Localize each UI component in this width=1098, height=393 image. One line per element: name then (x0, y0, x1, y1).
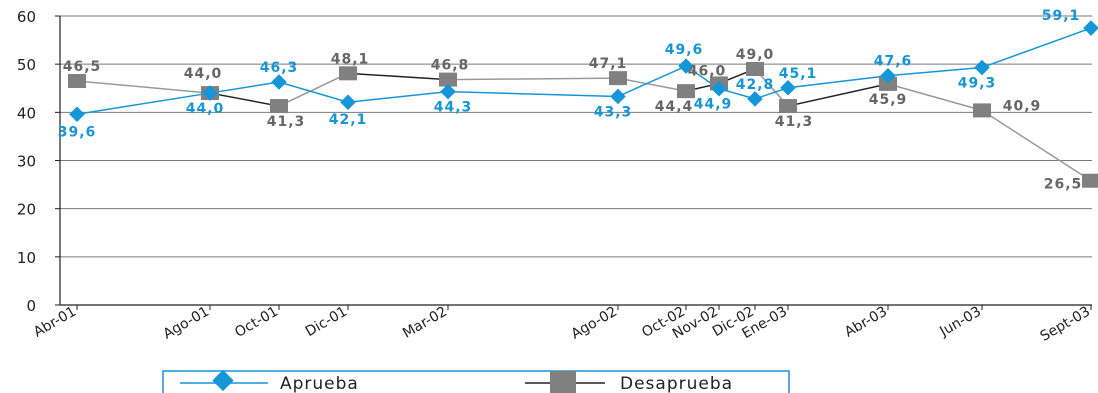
aprueba-data-label: 49,6 (665, 42, 704, 58)
desaprueba-data-label: 49,0 (736, 47, 775, 63)
aprueba-point (780, 79, 796, 96)
desaprueba-data-label: 41,3 (775, 114, 814, 130)
aprueba-data-label: 44,0 (186, 101, 225, 117)
desaprueba-data-label: 26,5 (1044, 177, 1083, 193)
desaprueba-data-label: 46,0 (688, 63, 727, 79)
aprueba-data-label: 47,6 (874, 54, 913, 70)
aprueba-data-label: 44,3 (434, 100, 473, 116)
aprueba-point (340, 94, 356, 110)
desaprueba-line-segment (76, 80, 211, 94)
aprueba-data-label: 45,1 (779, 66, 818, 82)
aprueba-point (974, 59, 990, 76)
aprueba-point (271, 74, 287, 90)
legend-desaprueba-label: Desaprueba (620, 374, 733, 393)
x-tick-label: Sept-03 (1038, 304, 1093, 345)
desaprueba-data-label: 41,3 (267, 114, 306, 130)
desaprueba-point (879, 76, 897, 91)
desaprueba-point (746, 61, 764, 76)
aprueba-data-label: 42,1 (329, 112, 368, 128)
y-tick-label-40: 40 (17, 104, 36, 122)
data-labels: 39,6 44,0 46,3 42,1 44,3 43,3 49,6 44,942,845,1… (58, 8, 1083, 193)
desaprueba-data-label: 46,5 (63, 59, 102, 75)
y-axis-ticks: 0 10 20 30 40 50 60 (17, 8, 60, 315)
desaprueba-line-segment (887, 83, 983, 112)
desaprueba-point (677, 84, 695, 99)
x-axis-ticks: Abr-01 Ago-01 Oct-01 Dic-01 Mar-02 Ago-02 Oct-… (31, 304, 1093, 345)
x-tick-label: Dic-01 (303, 304, 350, 340)
y-tick-label-60: 60 (17, 8, 36, 26)
desaprueba-data-label: 44,4 (655, 99, 694, 115)
desaprueba-point (609, 71, 627, 86)
aprueba-data-label: 42,8 (736, 77, 775, 93)
aprueba-point (69, 106, 85, 123)
aprueba-data-label: 44,9 (694, 97, 733, 113)
desaprueba-point (339, 66, 357, 81)
x-tick-label: Ago-02 (569, 304, 620, 343)
desaprueba-line-segment (447, 77, 619, 81)
legend-aprueba-label: Aprueba (280, 374, 359, 393)
x-tick-label: Ago-01 (161, 304, 212, 343)
aprueba-point (747, 91, 763, 107)
desaprueba-point (270, 99, 288, 114)
desaprueba-point (1082, 173, 1098, 188)
desaprueba-point (779, 99, 797, 114)
desaprueba-point (439, 72, 457, 87)
chart-legend: Aprueba Desaprueba (162, 369, 790, 393)
y-tick-label-50: 50 (17, 56, 36, 74)
desaprueba-line-segment (617, 77, 687, 92)
y-tick-label-10: 10 (17, 249, 36, 267)
aprueba-data-label: 46,3 (260, 60, 299, 76)
aprueba-point (202, 85, 218, 101)
x-tick-label: Abr-03 (842, 304, 890, 341)
desaprueba-data-label: 44,0 (184, 66, 223, 82)
desaprueba-line-segment (209, 92, 280, 107)
desaprueba-data-label: 40,9 (1003, 98, 1042, 114)
x-tick-label: Oct-01 (232, 304, 281, 341)
desaprueba-data-label: 47,1 (589, 56, 628, 72)
desaprueba-line-segment (981, 109, 1092, 182)
y-tick-label-0: 0 (26, 297, 36, 315)
desaprueba-line-segment (347, 72, 449, 81)
y-tick-label-20: 20 (17, 201, 36, 219)
desaprueba-data-label: 46,8 (431, 58, 470, 74)
desaprueba-data-label: 45,9 (869, 92, 908, 108)
legend-desaprueba-marker (550, 371, 576, 393)
desaprueba-point (68, 74, 86, 89)
aprueba-line (76, 27, 1092, 116)
aprueba-data-label: 43,3 (594, 104, 633, 120)
desaprueba-point (973, 103, 991, 118)
desaprueba-line-segment (278, 72, 349, 107)
x-tick-label: Mar-02 (400, 304, 450, 342)
legend-frame (162, 370, 790, 393)
desaprueba-data-label: 48,1 (331, 51, 370, 67)
legend-aprueba-marker (212, 369, 234, 392)
x-tick-label: Jun-03 (936, 304, 984, 341)
y-tick-label-30: 30 (17, 153, 36, 171)
aprueba-data-label: 39,6 (58, 124, 97, 140)
aprueba-point (610, 88, 626, 105)
x-tick-label: Abr-01 (31, 304, 79, 341)
aprueba-data-label: 59,1 (1042, 8, 1081, 24)
aprueba-point (1083, 20, 1098, 36)
chart-grid (60, 15, 1092, 258)
series-lines (76, 27, 1092, 182)
aprueba-data-label: 49,3 (958, 76, 997, 92)
desaprueba-line-segment (787, 83, 889, 107)
